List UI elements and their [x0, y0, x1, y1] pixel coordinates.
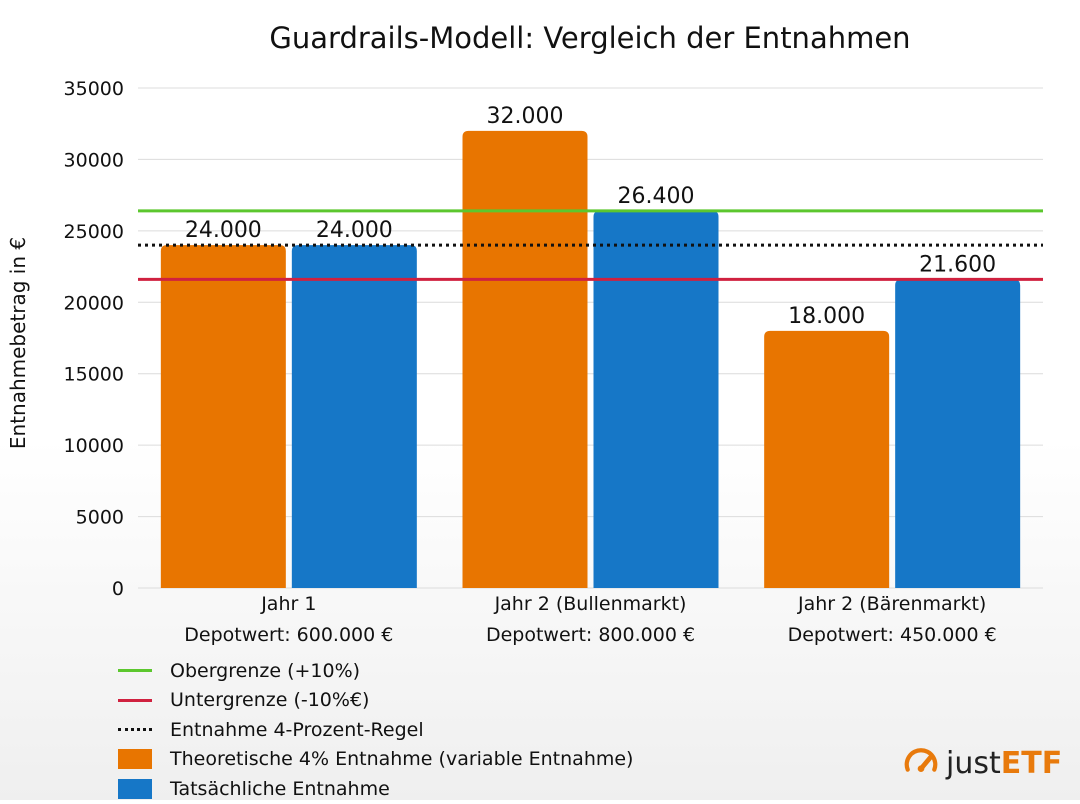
bar — [764, 330, 890, 588]
logo-text-etf: ETF — [1000, 745, 1063, 781]
chart: Guardrails-Modell: Vergleich der Entnahm… — [6, 21, 1043, 646]
chart-title: Guardrails-Modell: Vergleich der Entnahm… — [269, 21, 910, 55]
speedometer-icon — [904, 748, 938, 773]
legend-swatch — [118, 749, 152, 770]
legend-swatch — [118, 728, 152, 732]
y-tick-label: 10000 — [64, 435, 124, 457]
bar — [895, 279, 1021, 588]
x-tick-sublabel: Depotwert: 450.000 € — [788, 624, 997, 646]
legend-item-upper-guardrail: Obergrenze (+10%) — [118, 656, 633, 686]
y-tick-labels: 0 5000 10000 15000 20000 25000 30000 35000 — [64, 78, 124, 600]
y-tick-label: 20000 — [64, 292, 124, 314]
legend-item-lower-guardrail: Untergrenze (-10%€) — [118, 686, 633, 716]
y-tick-label: 15000 — [64, 364, 124, 386]
reference-lines — [138, 209, 1043, 281]
bar — [291, 245, 417, 588]
data-label: 24.000 — [316, 218, 393, 243]
data-label: 21.600 — [919, 252, 996, 277]
y-tick-label: 35000 — [64, 78, 124, 100]
legend-item-four-percent-rule: Entnahme 4-Prozent-Regel — [118, 715, 633, 745]
bar — [160, 245, 286, 588]
y-axis-label: Entnahmebetrag in € — [6, 237, 30, 449]
x-tick-label: Jahr 2 (Bärenmarkt) — [797, 593, 986, 615]
y-tick-label: 0 — [112, 578, 124, 600]
legend-item-actual-withdrawal: Tatsächliche Entnahme — [118, 774, 633, 804]
x-tick-label: Jahr 1 — [260, 593, 316, 615]
data-label: 24.000 — [185, 218, 262, 243]
x-tick-sublabel: Depotwert: 800.000 € — [486, 624, 695, 646]
x-tick-sublabel: Depotwert: 600.000 € — [184, 624, 393, 646]
legend-swatch — [118, 698, 152, 702]
legend-label: Tatsächliche Entnahme — [170, 777, 390, 800]
data-label: 18.000 — [788, 304, 865, 329]
bar — [462, 130, 588, 588]
legend-label: Entnahme 4-Prozent-Regel — [170, 718, 424, 741]
legend-label: Untergrenze (-10%€) — [170, 689, 370, 712]
y-tick-label: 25000 — [64, 221, 124, 243]
y-tick-label: 30000 — [64, 149, 124, 171]
y-tick-label: 5000 — [76, 507, 124, 529]
legend-swatch — [118, 669, 152, 673]
x-tick-labels: Jahr 1 Depotwert: 600.000 € Jahr 2 (Bullen… — [184, 593, 996, 646]
data-label: 32.000 — [487, 104, 564, 129]
logo-text-just: just — [946, 745, 1001, 781]
legend-swatch — [118, 778, 152, 799]
legend-label: Theoretische 4% Entnahme (variable Entna… — [170, 748, 634, 771]
legend-label: Obergrenze (+10%) — [170, 659, 361, 682]
data-labels: 24.000 24.000 32.000 26.400 18.000 21.600 — [185, 104, 996, 329]
justetf-logo: just ETF — [902, 744, 1062, 782]
x-tick-label: Jahr 2 (Bullenmarkt) — [494, 593, 687, 615]
grid-lines — [138, 87, 1043, 589]
legend: Obergrenze (+10%) Untergrenze (-10%€) En… — [118, 656, 633, 804]
data-label: 26.400 — [618, 184, 695, 209]
legend-item-theoretical-withdrawal: Theoretische 4% Entnahme (variable Entna… — [118, 745, 633, 775]
bar — [593, 210, 719, 588]
bars — [160, 130, 1021, 588]
